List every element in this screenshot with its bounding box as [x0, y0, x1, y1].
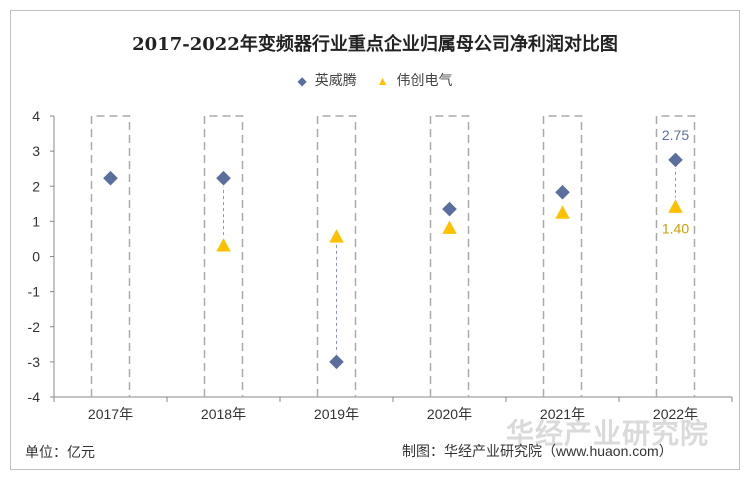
- y-tick-label: 2: [32, 178, 40, 194]
- diamond-marker: [553, 183, 572, 201]
- y-tick-label: -3: [28, 354, 41, 370]
- diamond-icon: ◆: [297, 74, 307, 88]
- x-tick-label: 2018年: [201, 406, 246, 422]
- range-box: [542, 115, 583, 397]
- y-tick-label: 1: [32, 213, 40, 229]
- diamond-marker: [214, 169, 233, 187]
- diamond-marker: [327, 353, 346, 371]
- chart-frame: [10, 10, 740, 470]
- diamond-marker: [440, 200, 459, 218]
- y-tick-label: 3: [32, 143, 40, 159]
- x-tick-label: 2020年: [427, 406, 472, 422]
- x-tick-label: 2021年: [540, 406, 585, 422]
- y-tick-label: -2: [28, 319, 41, 335]
- source-label: 制图：华经产业研究院（www.huaon.com）: [402, 443, 673, 459]
- y-tick-label: -4: [28, 389, 41, 405]
- x-tick-label: 2022年: [653, 406, 698, 422]
- y-tick-label: 0: [32, 249, 40, 265]
- y-tick-label: -1: [28, 284, 41, 300]
- range-box: [90, 115, 131, 397]
- range-box: [316, 115, 357, 397]
- x-tick-label: 2017年: [88, 406, 133, 422]
- legend-item-yingweiteng: ◆ 英威腾: [297, 72, 357, 88]
- x-tick-label: 2019年: [314, 406, 359, 422]
- unit-label: 单位：亿元: [25, 444, 95, 460]
- data-label: 2.75: [662, 127, 689, 143]
- watermark: 华经产业研究院: [506, 418, 710, 449]
- triangle-marker: [666, 197, 685, 214]
- triangle-icon: ▲: [376, 74, 389, 88]
- legend: ◆ 英威腾 ▲ 伟创电气: [0, 70, 750, 90]
- range-box: [655, 115, 696, 397]
- data-label: 1.40: [662, 220, 689, 236]
- range-box: [203, 115, 244, 397]
- legend-item-weichuang: ▲ 伟创电气: [376, 72, 453, 88]
- triangle-marker: [214, 235, 233, 253]
- triangle-marker: [553, 203, 572, 220]
- triangle-marker: [327, 227, 346, 244]
- diamond-marker: [101, 169, 120, 187]
- diamond-marker: [666, 151, 685, 169]
- range-box: [429, 115, 470, 397]
- y-tick-label: 4: [32, 108, 40, 124]
- triangle-marker: [440, 218, 459, 235]
- chart-title: 2017-2022年变频器行业重点企业归属母公司净利润对比图: [132, 34, 618, 55]
